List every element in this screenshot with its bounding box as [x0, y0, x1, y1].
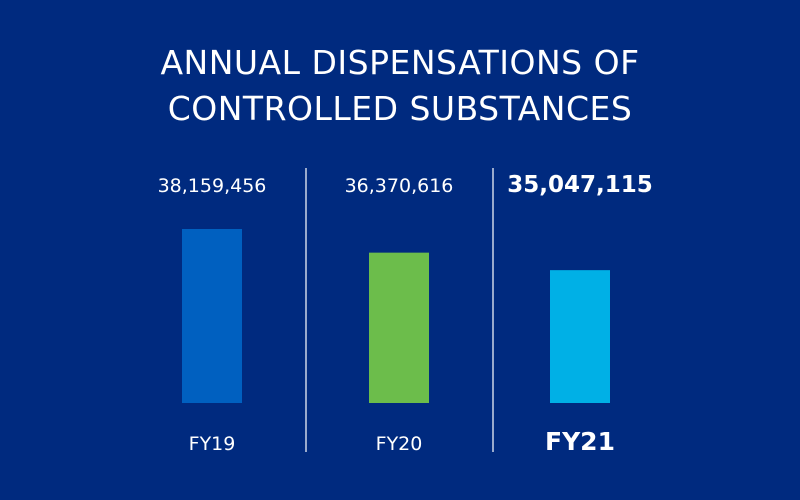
value-label-fy20: 36,370,616	[345, 175, 454, 197]
category-label-fy19: FY19	[189, 433, 236, 455]
bar-fy20	[369, 252, 429, 403]
chart-title: ANNUAL DISPENSATIONS OF CONTROLLED SUBST…	[0, 40, 800, 132]
category-label-fy20: FY20	[376, 433, 423, 455]
category-label-fy21: FY21	[545, 427, 615, 456]
chart-title-line-2: CONTROLLED SUBSTANCES	[167, 89, 633, 128]
value-label-fy19: 38,159,456	[158, 175, 267, 197]
chart-title-line-1: ANNUAL DISPENSATIONS OF	[160, 43, 640, 82]
value-label-fy21: 35,047,115	[507, 172, 653, 198]
bar-fy21	[550, 270, 610, 403]
bar-fy19	[182, 229, 242, 403]
